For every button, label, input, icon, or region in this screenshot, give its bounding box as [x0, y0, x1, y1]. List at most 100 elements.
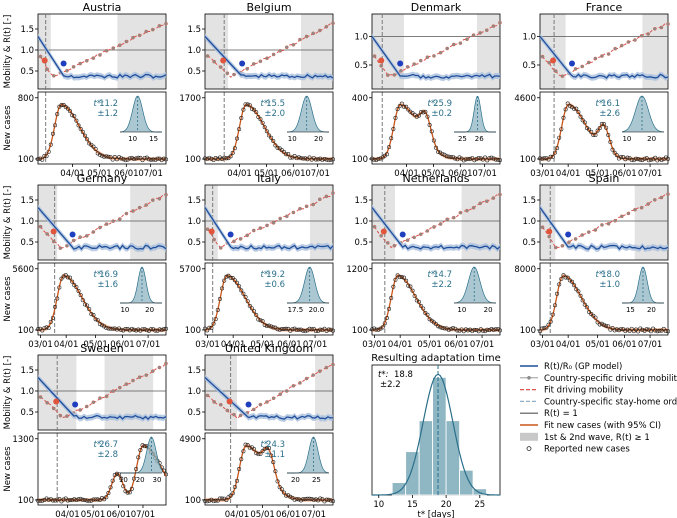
- reported-case: [125, 157, 130, 162]
- reported-case: [112, 472, 117, 477]
- reported-case: [572, 106, 577, 111]
- mobility-point: [451, 42, 456, 47]
- reported-case: [425, 114, 430, 119]
- mobility-point: [144, 373, 148, 377]
- x-tick-label: 05/01: [585, 169, 610, 179]
- reported-case: [480, 328, 485, 333]
- reported-case: [412, 112, 417, 117]
- reported-case: [376, 327, 381, 332]
- reported-case: [230, 275, 235, 280]
- mobility-point: [51, 74, 56, 78]
- y-tick-label: 4900: [179, 435, 201, 445]
- reported-case: [277, 327, 282, 332]
- reported-case: [266, 133, 271, 138]
- reported-case: [106, 491, 111, 496]
- mobility-point: [51, 239, 56, 244]
- reported-case: [311, 497, 316, 502]
- reported-case: [89, 312, 94, 317]
- mobility-point: [372, 224, 377, 229]
- reported-case: [42, 154, 47, 159]
- reported-case: [544, 156, 549, 161]
- mobility-point: [98, 396, 102, 400]
- reported-case: [142, 444, 147, 449]
- mobility-point: [91, 400, 96, 405]
- reported-case: [91, 313, 96, 318]
- reported-case: [95, 497, 100, 502]
- y-tick-label: 0.5: [354, 238, 368, 248]
- y-tick-label: 1.0: [522, 33, 536, 43]
- mobility-point: [438, 50, 443, 55]
- density-curve: [371, 373, 501, 496]
- stayhome-marker: [208, 228, 215, 235]
- reported-case: [395, 107, 400, 112]
- reported-case: [476, 329, 481, 334]
- tstar-value: 19.2: [266, 270, 285, 280]
- inset-tick-label: 20: [484, 306, 493, 314]
- reported-case: [220, 157, 225, 162]
- reported-case: [247, 445, 252, 450]
- fit-cases-line: [371, 274, 500, 331]
- reported-case: [241, 107, 246, 112]
- reported-case: [421, 306, 426, 311]
- reported-case: [53, 123, 58, 128]
- reported-case: [480, 157, 485, 162]
- reported-case: [228, 493, 233, 498]
- reported-case: [134, 467, 139, 472]
- reported-case: [497, 158, 502, 163]
- x-tick-label: 06/01: [444, 340, 469, 350]
- inset-distribution: [120, 267, 162, 303]
- stayhome-marker: [380, 228, 387, 235]
- reported-case: [48, 497, 53, 502]
- inset-tick-label: 17.5: [288, 306, 304, 314]
- reported-case: [614, 327, 619, 332]
- reported-case: [610, 326, 615, 331]
- mobility-point: [626, 211, 631, 216]
- reported-case: [44, 325, 49, 330]
- summary-title: Resulting adaptation time: [371, 353, 500, 364]
- x-tick-label: 06/01: [276, 510, 301, 518]
- reported-case: [301, 156, 306, 161]
- mobility-ylabel: Mobility & R(t) [-]: [3, 15, 13, 89]
- inset-tick-label: 20: [314, 135, 323, 143]
- reported-case: [574, 287, 579, 292]
- mobility-point: [471, 33, 476, 37]
- reported-case: [663, 328, 668, 333]
- mobility-point: [379, 233, 383, 238]
- reported-case: [70, 113, 75, 118]
- reported-case: [65, 498, 70, 503]
- mobility-point: [324, 24, 329, 29]
- legend-label-reported: Reported new cases: [544, 445, 630, 455]
- reported-case: [582, 302, 587, 307]
- reported-case: [121, 157, 126, 162]
- reported-case: [132, 327, 137, 332]
- wave-shade: [372, 14, 404, 89]
- x-tick-label: 03/01: [362, 340, 387, 350]
- y-tick-label: 1300: [12, 435, 34, 445]
- mobility-point: [157, 24, 162, 28]
- mobility-point: [458, 210, 463, 215]
- cases-axes: [37, 432, 167, 506]
- reported-case: [50, 315, 55, 320]
- mobility-axes: [204, 184, 334, 261]
- tstar-value: 16.1: [601, 99, 620, 109]
- reported-case: [224, 274, 229, 279]
- reported-case: [228, 275, 233, 280]
- mobility-point: [124, 382, 129, 386]
- y-tick-label: 5600: [12, 265, 34, 275]
- reported-case: [237, 284, 242, 289]
- reported-case: [387, 306, 392, 311]
- reported-case: [269, 135, 274, 140]
- reported-case: [155, 156, 160, 161]
- reported-case: [497, 328, 502, 333]
- reported-case: [213, 317, 218, 322]
- stayhome-marker: [546, 228, 553, 235]
- x-tick-label: 03/01: [530, 169, 555, 179]
- x-tick-label: 04/01: [54, 340, 79, 350]
- y-tick-label: 100: [520, 155, 536, 165]
- reported-case: [106, 326, 111, 331]
- reported-case: [55, 497, 60, 502]
- inset-tick-label: 10: [622, 135, 631, 143]
- tstar-value: 16.9: [99, 270, 118, 280]
- mobility-point: [659, 195, 664, 200]
- x-tick-label: 05/01: [250, 340, 275, 350]
